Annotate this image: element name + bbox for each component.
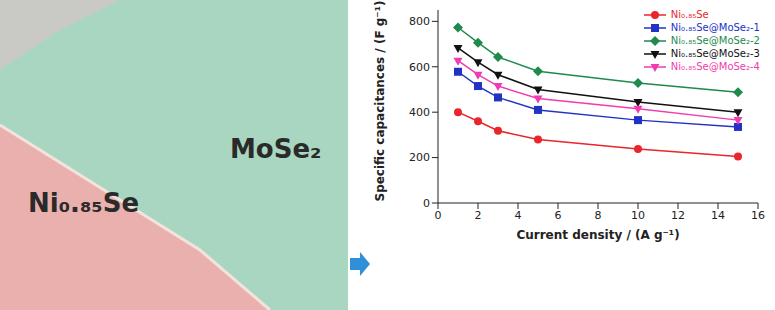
html-text:Ni₀.₈₅Se@MoSe₂-1: Ni₀.₈₅Se@MoSe₂-1 — [670, 22, 760, 33]
svg-text:Current density / (A g⁻¹): Current density / (A g⁻¹) — [516, 228, 679, 242]
svg-text:Ni₀.₈₅Se: Ni₀.₈₅Se — [28, 188, 139, 218]
svg-text:0: 0 — [435, 209, 442, 222]
html-text:Ni₀.₈₅Se@MoSe₂-2: Ni₀.₈₅Se@MoSe₂-2 — [670, 35, 760, 46]
svg-text:400: 400 — [409, 106, 430, 119]
html-text:Ni₀.₈₅Se@MoSe₂-4: Ni₀.₈₅Se@MoSe₂-4 — [670, 61, 760, 72]
svg-text:0: 0 — [423, 197, 430, 210]
svg-text:800: 800 — [409, 15, 430, 28]
svg-text:200: 200 — [409, 151, 430, 164]
html-text:Ni₀.₈₅Se: Ni₀.₈₅Se — [670, 9, 709, 20]
html-text:Ni₀.₈₅Se@MoSe₂-3: Ni₀.₈₅Se@MoSe₂-3 — [670, 48, 760, 59]
svg-text:2: 2 — [475, 209, 482, 222]
svg-text:16: 16 — [751, 209, 765, 222]
svg-text:14: 14 — [711, 209, 725, 222]
svg-text:12: 12 — [671, 209, 685, 222]
svg-text:MoSe₂: MoSe₂ — [230, 134, 321, 164]
svg-text:600: 600 — [409, 61, 430, 74]
svg-text:4: 4 — [515, 209, 522, 222]
svg-text:8: 8 — [595, 209, 602, 222]
svg-text:6: 6 — [555, 209, 562, 222]
svg-text:Specific capacitances / (F g⁻¹: Specific capacitances / (F g⁻¹) — [373, 1, 387, 202]
svg-text:10: 10 — [631, 209, 645, 222]
